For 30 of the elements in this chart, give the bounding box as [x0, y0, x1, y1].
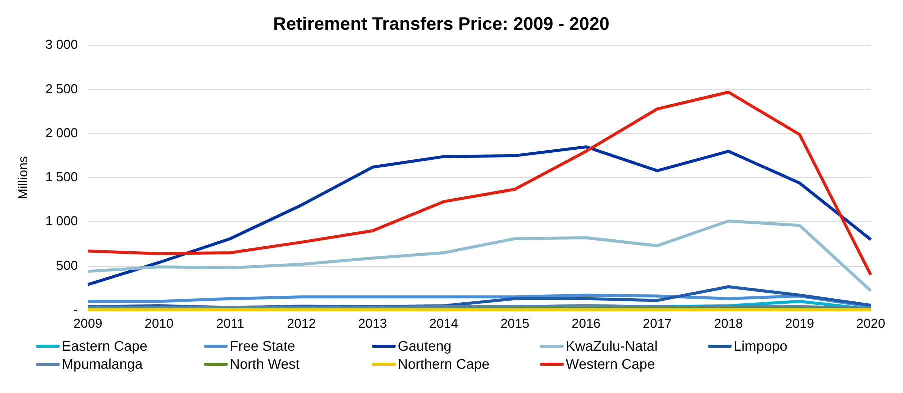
y-tick-label: 1 000 — [46, 214, 78, 229]
chart-title: Retirement Transfers Price: 2009 - 2020 — [273, 14, 610, 34]
x-tick-label: 2018 — [714, 316, 744, 331]
y-tick-label: 500 — [56, 258, 78, 273]
y-tick-label: 2 000 — [46, 125, 78, 140]
legend-label: Gauteng — [398, 338, 452, 354]
x-tick-label: 2013 — [358, 316, 388, 331]
x-tick-label: 2016 — [572, 316, 601, 331]
x-tick-label: 2010 — [144, 316, 174, 331]
x-tick-label: 2012 — [287, 316, 316, 331]
legend-label: North West — [230, 356, 300, 372]
y-axis-title: Millions — [15, 156, 30, 200]
x-tick-label: 2009 — [74, 316, 103, 331]
x-tick-label: 2011 — [216, 316, 244, 331]
legend-label: KwaZulu-Natal — [566, 338, 658, 354]
legend-label: Northern Cape — [398, 356, 490, 372]
y-tick-label: 2 500 — [46, 81, 78, 96]
legend-label: Eastern Cape — [62, 338, 148, 354]
y-tick-label: - — [74, 302, 78, 317]
legend-label: Limpopo — [734, 338, 788, 354]
x-tick-label: 2015 — [500, 316, 530, 331]
x-tick-label: 2017 — [643, 316, 672, 331]
x-tick-label: 2014 — [430, 316, 458, 331]
y-tick-label: 3 000 — [46, 37, 78, 52]
legend-label: Free State — [230, 338, 296, 354]
x-tick-label: 2020 — [856, 316, 886, 331]
legend-label: Western Cape — [566, 356, 656, 372]
legend-label: Mpumalanga — [62, 356, 143, 372]
x-tick-label: 2019 — [785, 316, 814, 331]
y-tick-label: 1 500 — [46, 170, 78, 185]
